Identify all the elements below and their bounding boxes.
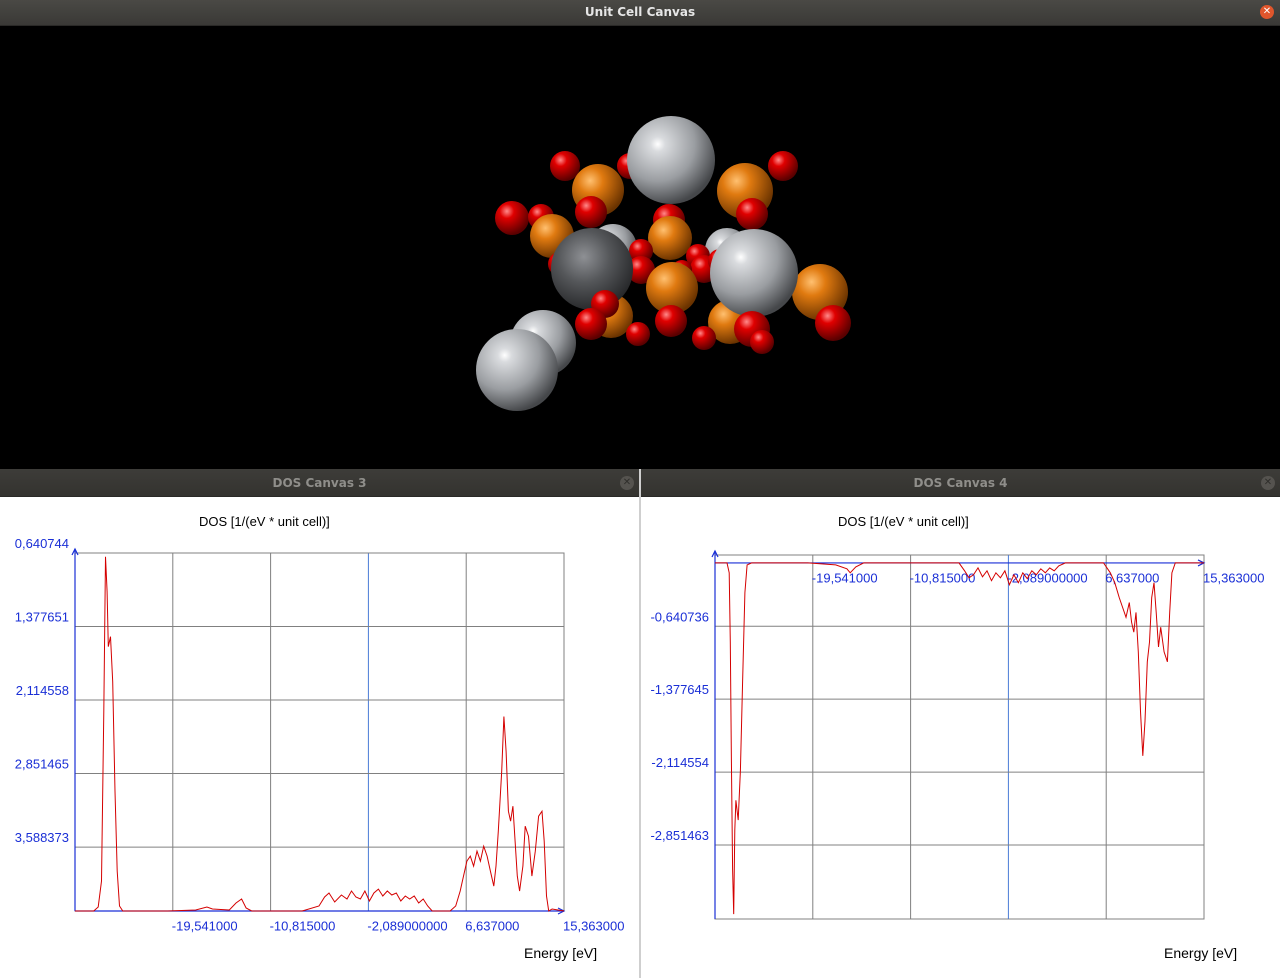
- orange-atom: [648, 216, 692, 260]
- red-atom: [692, 326, 716, 350]
- x-tick-label: 15,363000: [563, 919, 624, 934]
- x-tick-label: 6,637000: [1105, 571, 1159, 586]
- dos4-xlabel: Energy [eV]: [1164, 945, 1238, 961]
- plot-frame: [74, 552, 565, 912]
- window-title: Unit Cell Canvas: [584, 5, 696, 19]
- dos4-chart[interactable]: -19,541000 -10,815000 -2,089000000 6,637000…: [641, 497, 1280, 978]
- red-atom: [629, 239, 653, 263]
- y-axis-arrow: [71, 547, 79, 556]
- dos3-chart-title: DOS [1/(eV * unit cell)]: [199, 514, 330, 529]
- dos4-chart-title: DOS [1/(eV * unit cell)]: [838, 514, 969, 529]
- dos-curve: [75, 556, 565, 912]
- x-tick-label: 15,363000: [1203, 571, 1264, 586]
- crystal-structure-render[interactable]: [0, 26, 1280, 469]
- plot-frame: [714, 554, 1205, 920]
- x-tick-label: -2,089000000: [367, 919, 447, 934]
- unit-cell-titlebar[interactable]: Unit Cell Canvas ✕: [0, 0, 1280, 26]
- unit-cell-3d-view[interactable]: [0, 26, 1280, 469]
- red-atom: [655, 305, 687, 337]
- red-atom: [736, 198, 768, 230]
- red-atom: [550, 151, 580, 181]
- orange-atom: [646, 262, 698, 314]
- y-tick-label: 2,851465: [15, 757, 69, 772]
- close-icon[interactable]: ✕: [1260, 5, 1274, 19]
- dos3-canvas[interactable]: DOS [1/(eV * unit cell)] -19,541000 -10,8…: [0, 497, 639, 978]
- red-atom: [750, 330, 774, 354]
- red-atom: [575, 196, 607, 228]
- red-atom: [575, 308, 607, 340]
- y-axis-arrow: [711, 549, 719, 558]
- dos4-canvas[interactable]: DOS [1/(eV * unit cell)] -19,541000 -10,8…: [641, 497, 1280, 978]
- dos4-titlebar[interactable]: DOS Canvas 4 ✕: [641, 469, 1280, 497]
- x-tick-label: -10,815000: [270, 919, 336, 934]
- x-tick-label: -10,815000: [910, 571, 976, 586]
- red-atom: [627, 256, 655, 284]
- x-tick-label: -19,541000: [812, 571, 878, 586]
- dos3-xlabel: Energy [eV]: [524, 945, 598, 961]
- y-tick-label: 0,640744: [15, 536, 69, 551]
- red-atom: [768, 151, 798, 181]
- y-tick-label: 2,114558: [16, 683, 69, 698]
- dos3-chart[interactable]: -19,541000 -10,815000 -2,089000000 6,637000…: [0, 497, 639, 978]
- dos3-window-title: DOS Canvas 3: [272, 476, 367, 490]
- gray-atom: [551, 228, 633, 310]
- dos3-titlebar[interactable]: DOS Canvas 3 ✕: [0, 469, 639, 497]
- x-tick-label: 6,637000: [465, 919, 519, 934]
- dos4-window-title: DOS Canvas 4: [913, 476, 1008, 490]
- y-tick-label: 1,377651: [15, 610, 69, 625]
- x-tick-label: -2,089000000: [1007, 571, 1087, 586]
- red-atom: [626, 322, 650, 346]
- red-atom: [495, 201, 529, 235]
- close-icon[interactable]: ✕: [1261, 476, 1275, 490]
- gray-atom: [627, 116, 715, 204]
- y-tick-label: -0,640736: [650, 609, 709, 624]
- y-tick-label: -2,114554: [651, 755, 709, 770]
- dos-curve: [715, 562, 1204, 915]
- window-divider: [639, 469, 641, 978]
- y-tick-label: -1,377645: [650, 682, 709, 697]
- close-icon[interactable]: ✕: [620, 476, 634, 490]
- y-tick-label: -2,851463: [650, 828, 709, 843]
- gray-atom: [476, 329, 558, 411]
- red-atom: [815, 305, 851, 341]
- gray-atom: [710, 229, 798, 317]
- x-tick-label: -19,541000: [172, 919, 238, 934]
- y-tick-label: 3,588373: [15, 830, 69, 845]
